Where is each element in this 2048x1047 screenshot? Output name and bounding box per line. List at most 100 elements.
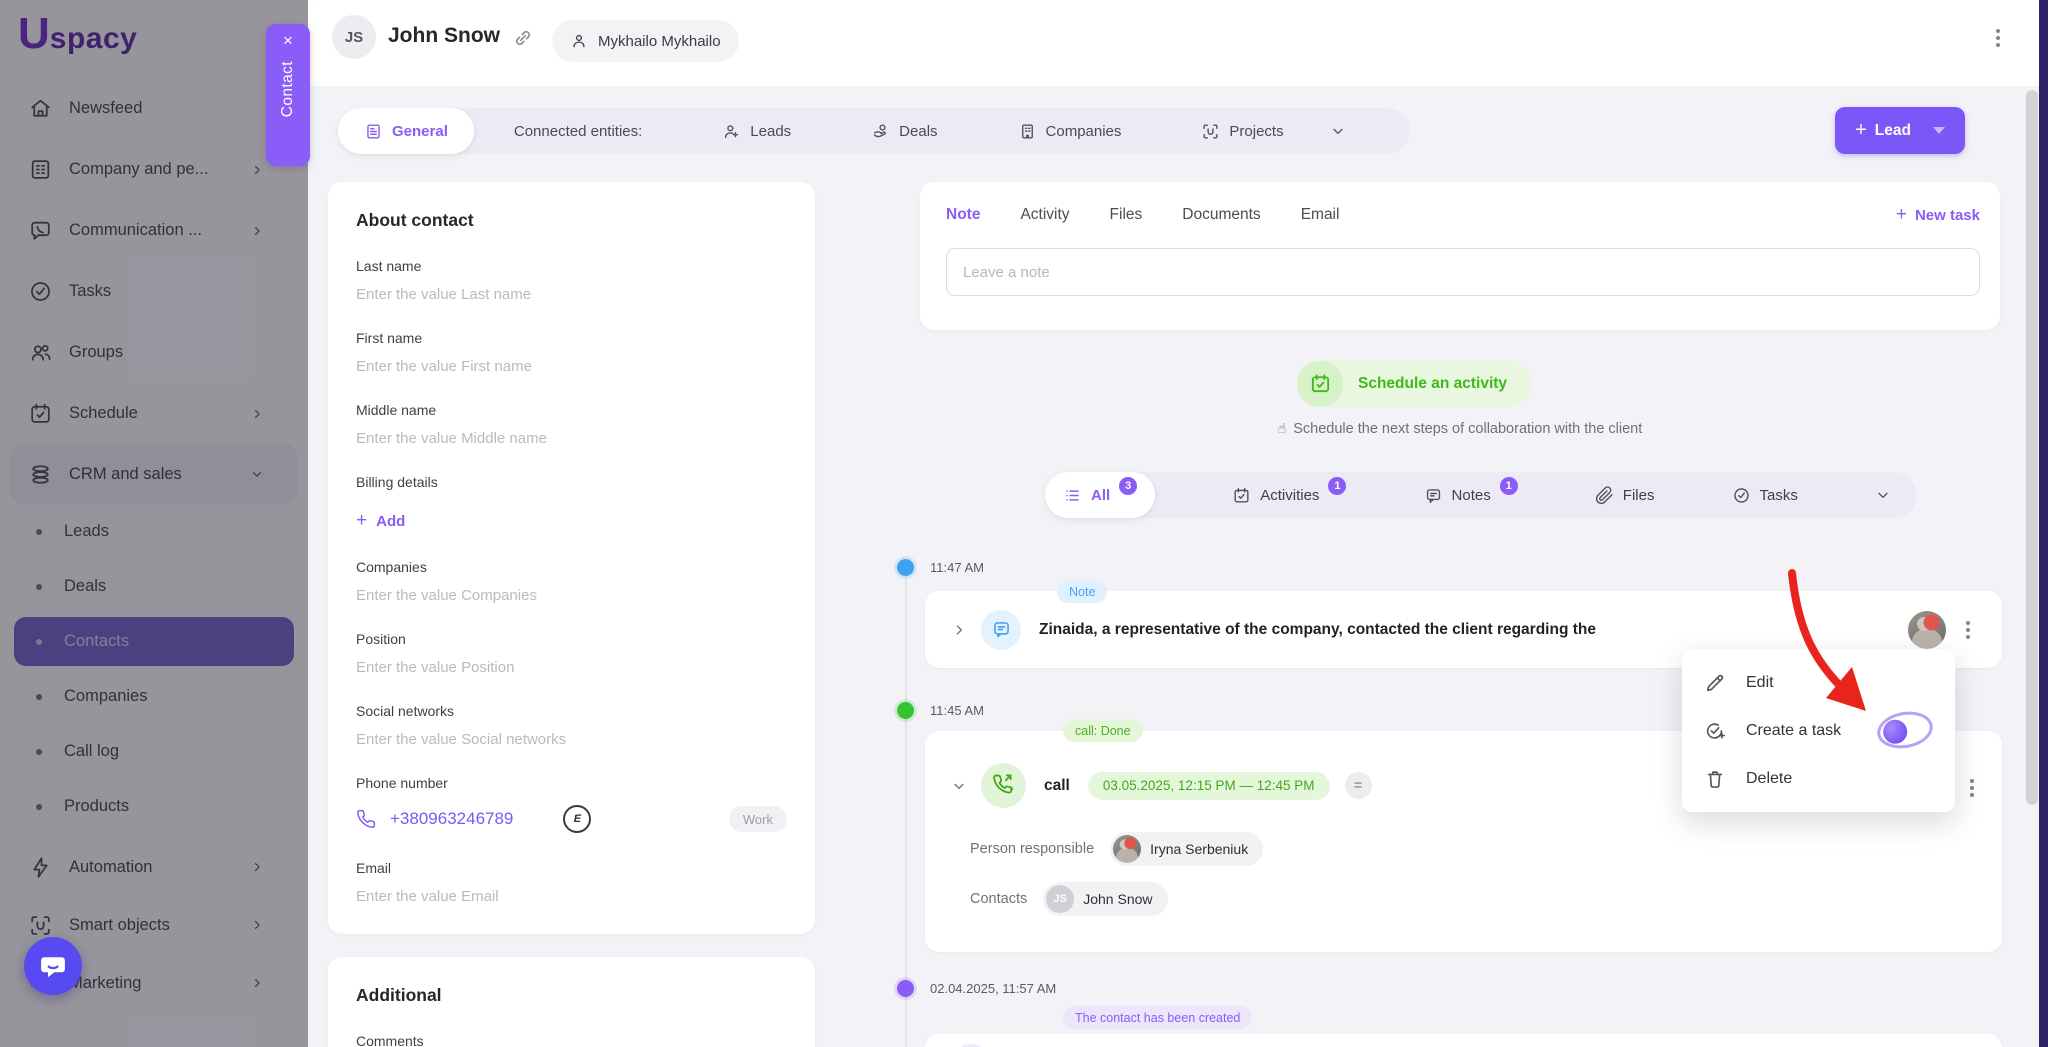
field-input-email[interactable]: Enter the value Email [356, 888, 499, 905]
tab-label: Companies [1045, 122, 1122, 140]
tab-connected-entities[interactable]: Connected entities: [514, 123, 642, 140]
add-billing-button[interactable]: + Add [356, 510, 426, 532]
responsible-user-chip[interactable]: Mykhailo Mykhailo [552, 20, 739, 62]
responsible-chip[interactable]: Iryna Serbeniuk [1110, 832, 1264, 866]
sidebar-item-schedule[interactable]: Schedule [0, 383, 308, 444]
sidebar-item-products[interactable]: Products [0, 779, 308, 834]
phone-value-link[interactable]: +380963246789 [390, 809, 514, 828]
sidebar-item-communication[interactable]: Communication ... [0, 200, 308, 261]
new-task-button[interactable]: + New task [1896, 204, 1980, 226]
filter-label: Activities [1260, 486, 1320, 504]
list-icon [1066, 489, 1079, 501]
contacts-label: Contacts [970, 891, 1028, 907]
schedule-hint-text: Schedule the next steps of collaboration… [1293, 421, 1643, 437]
link-icon[interactable] [512, 27, 534, 49]
sidebar-item-contacts[interactable]: Contacts [14, 617, 294, 666]
priority-icon: = [1344, 772, 1372, 799]
menu-item-delete[interactable]: Delete [1682, 755, 1955, 803]
field-label-middle-name: Middle name [356, 402, 437, 418]
filter-label: All [1091, 486, 1111, 504]
field-input-first-name[interactable]: Enter the value First name [356, 358, 532, 375]
contact-panel: JS John Snow Mykhailo Mykhailo General C… [308, 0, 2048, 1047]
sidebar-dim-overlay [0, 0, 308, 1047]
header-more-button[interactable] [1986, 26, 2010, 50]
close-icon[interactable]: × [283, 31, 293, 50]
sidebar-item-crm-and-sales[interactable]: CRM and sales [10, 444, 298, 504]
tab-general[interactable]: General [338, 108, 474, 154]
contact-chip[interactable]: JS John Snow [1043, 882, 1168, 916]
schedule-activity-label: Schedule an activity [1358, 374, 1508, 392]
bullet-icon [36, 803, 42, 810]
timeline-dot-note [897, 559, 914, 576]
call-more-button[interactable] [1960, 776, 1984, 800]
sidebar-item-label: Schedule [69, 404, 138, 422]
tab-label: Connected entities: [513, 122, 643, 140]
add-lead-button[interactable]: + Lead [1835, 107, 1965, 154]
filter-tasks[interactable]: Tasks [1732, 486, 1798, 505]
composer-tab-activity[interactable]: Activity [1020, 206, 1070, 223]
note-more-button[interactable] [1956, 618, 1980, 642]
tab-projects[interactable]: Projects [1201, 122, 1284, 141]
sidebar-item-label: Contacts [64, 632, 130, 650]
window-edge-strip [2039, 0, 2048, 1047]
field-input-middle-name[interactable]: Enter the value Middle name [356, 430, 547, 447]
sidebar-item-label: Automation [69, 857, 153, 876]
field-input-position[interactable]: Enter the value Position [356, 659, 515, 676]
field-input-last-name[interactable]: Enter the value Last name [356, 286, 532, 303]
tab-deals[interactable]: Deals [871, 122, 938, 141]
contact-slideover-tab[interactable]: × Contact [266, 24, 310, 166]
schedule-activity-button[interactable]: Schedule an activity [1297, 360, 1532, 407]
sidebar-item-deals[interactable]: Deals [0, 559, 308, 614]
person-icon [573, 34, 585, 48]
sidebar-item-automation[interactable]: Automation [0, 838, 308, 896]
chevron-down-icon[interactable] [951, 778, 967, 794]
filter-all[interactable]: All 3 [1045, 472, 1156, 518]
deal-icon [874, 123, 887, 137]
filter-notes[interactable]: Notes 1 [1424, 477, 1518, 505]
scrollbar-thumb[interactable] [2026, 90, 2038, 805]
field-label-phone-number: Phone number [356, 775, 448, 791]
note-input[interactable] [946, 248, 1980, 296]
chevron-right-icon[interactable] [951, 622, 967, 638]
sidebar-item-tasks[interactable]: Tasks [0, 261, 308, 322]
tab-companies[interactable]: Companies [1018, 122, 1122, 141]
filter-files[interactable]: Files [1595, 485, 1655, 505]
filterbar-chevron-down-icon[interactable] [1875, 487, 1891, 503]
additional-card: Additional Comments [328, 957, 815, 1047]
field-input-social-networks[interactable]: Enter the value Social networks [356, 731, 567, 748]
responsible-label: Person responsible [970, 841, 1095, 857]
kebab-icon [1996, 36, 2000, 40]
composer-tab-note[interactable]: Note [946, 206, 981, 223]
filter-badge: 3 [1119, 477, 1138, 495]
field-label-comments: Comments [356, 1033, 424, 1047]
lightning-icon [33, 856, 48, 878]
avatar: JS [1046, 885, 1075, 913]
filter-label: Files [1622, 486, 1655, 504]
sidebar-item-smart-objects[interactable]: Smart objects [0, 896, 308, 954]
avatar: JS [332, 15, 376, 59]
stack-icon [32, 464, 49, 484]
sidebar-item-companies[interactable]: Companies [0, 669, 308, 724]
home-icon [31, 99, 50, 117]
additional-card-title: Additional [356, 985, 442, 1005]
field-input-companies[interactable]: Enter the value Companies [356, 587, 537, 604]
sidebar-item-call-log[interactable]: Call log [0, 724, 308, 779]
menu-item-create-a-task[interactable]: Create a task [1682, 707, 1955, 755]
menu-item-edit[interactable]: Edit [1682, 659, 1955, 707]
caret-down-icon[interactable] [1932, 127, 1945, 134]
sidebar-item-leads[interactable]: Leads [0, 504, 308, 559]
pencil-icon [1706, 674, 1724, 692]
tabbar-chevron-down-icon[interactable] [1330, 123, 1346, 139]
composer-tab-email[interactable]: Email [1300, 206, 1340, 223]
filter-activities[interactable]: Activities 1 [1232, 477, 1347, 505]
tab-leads[interactable]: Leads [722, 122, 791, 141]
sidebar-item-label: Tasks [69, 282, 112, 300]
echat-icon[interactable]: E [563, 805, 592, 833]
composer-tab-files[interactable]: Files [1109, 206, 1143, 223]
sidebar-item-groups[interactable]: Groups [0, 322, 308, 383]
sidebar-item-newsfeed[interactable]: Newsfeed [0, 78, 308, 139]
composer-tab-documents[interactable]: Documents [1182, 206, 1261, 223]
chat-launcher-button[interactable] [24, 937, 82, 995]
sidebar-item-company-and-people[interactable]: Company and pe... [0, 139, 308, 200]
